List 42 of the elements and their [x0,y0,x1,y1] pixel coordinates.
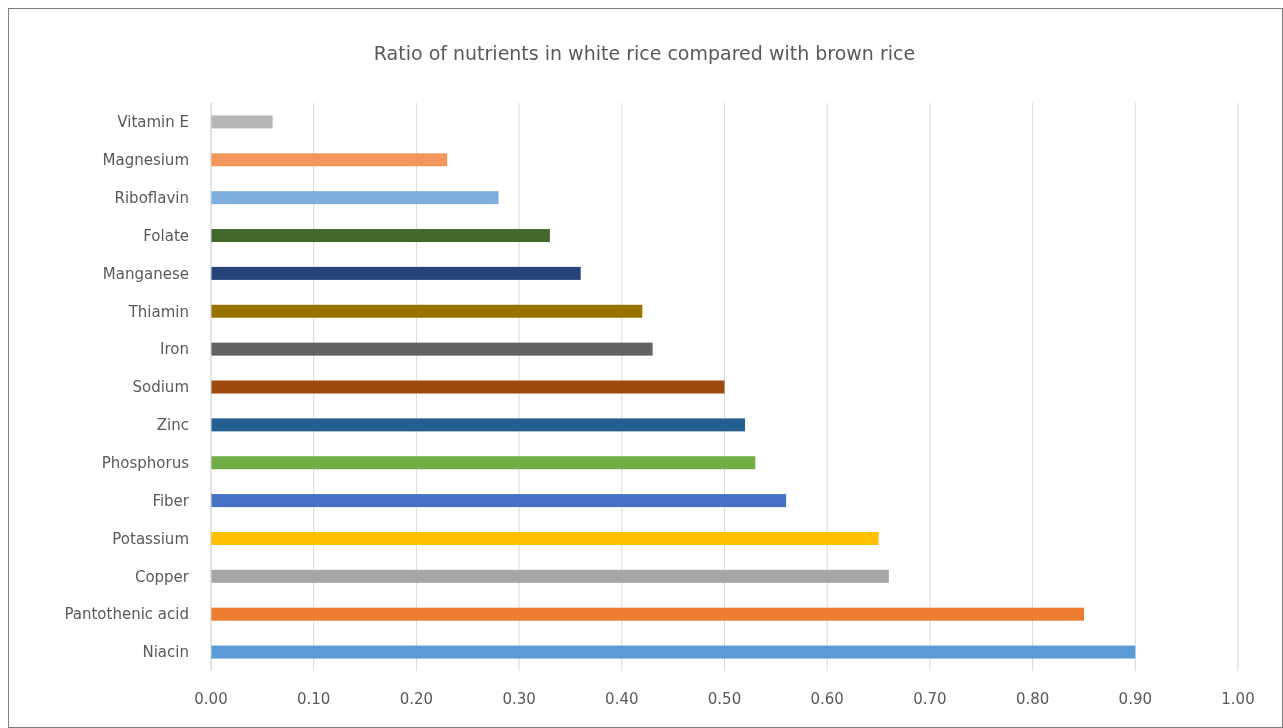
bar [211,494,787,508]
x-tick-label: 0.60 [810,690,844,708]
bar [211,115,273,129]
bar [211,569,889,583]
y-tick-label: Phosphorus [101,453,190,472]
x-tick-label: 0.20 [399,690,434,708]
bar [211,418,746,432]
bar [211,153,448,167]
y-tick-label: Copper [134,567,190,586]
x-tick-label: 0.90 [1118,690,1152,708]
y-tick-label: Niacin [142,643,189,662]
y-tick-label: Folate [143,226,189,245]
bar [211,531,879,545]
bar [211,645,1136,659]
x-tick-label: 0.30 [502,690,536,708]
bar [211,380,725,394]
y-tick-label: Thiamin [127,302,189,321]
y-tick-label: Manganese [102,264,189,283]
y-tick-label: Vitamin E [117,113,189,132]
x-tick-label: 1.00 [1221,690,1255,708]
bar [211,229,550,243]
x-tick-label: 0.00 [194,690,228,708]
y-tick-label: Pantothenic acid [64,605,189,624]
y-tick-label: Magnesium [102,151,189,170]
y-tick-label: Potassium [112,529,189,548]
y-tick-label: Zinc [156,416,189,435]
x-tick-label: 0.80 [1015,690,1050,708]
y-tick-label: Sodium [132,378,189,397]
bar [211,266,581,280]
bar [211,456,756,470]
x-tick-label: 0.70 [913,690,947,708]
bar [211,342,653,356]
x-tick-label: 0.50 [707,690,742,708]
y-tick-label: Riboflavin [114,188,189,207]
bar [211,304,643,318]
x-tick-label: 0.10 [297,690,331,708]
bar [211,191,499,205]
chart-title: Ratio of nutrients in white rice compared with brown rice [373,42,916,64]
y-tick-label: Fiber [152,491,190,510]
x-tick-label: 0.40 [605,690,639,708]
bar [211,607,1084,621]
y-tick-label: Iron [160,340,189,359]
